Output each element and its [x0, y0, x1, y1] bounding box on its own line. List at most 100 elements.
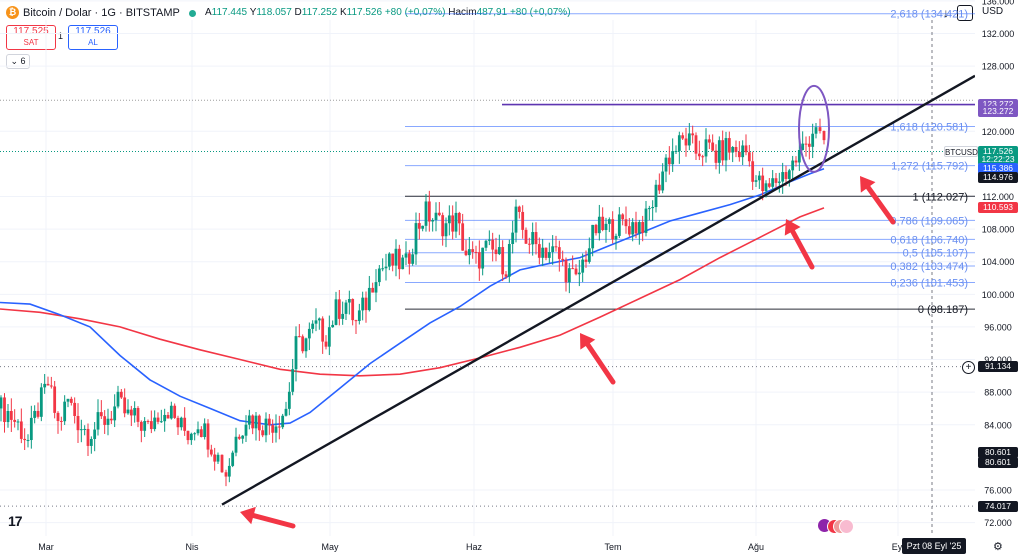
volume-change-value: +80 (+0,07%) — [509, 7, 571, 18]
fib-level-label: 2,618 (134.421) — [890, 9, 968, 21]
market-open-indicator-icon — [189, 10, 196, 17]
candle-body — [411, 254, 415, 264]
buy-button[interactable]: 117.526 AL — [68, 25, 118, 50]
candle-body — [437, 212, 441, 216]
annotations[interactable] — [221, 74, 976, 529]
candle-body — [707, 139, 711, 143]
candle-body — [407, 253, 411, 264]
candle-body — [644, 208, 648, 233]
candle-body — [301, 336, 305, 352]
candle-body — [621, 214, 625, 220]
candle-body — [757, 175, 761, 181]
ticker-price-label: BTCUSD — [944, 145, 978, 157]
candle-body — [327, 327, 331, 347]
price-tick-label: 96.000 — [984, 322, 1012, 332]
candle-body — [371, 287, 375, 293]
candle-body — [747, 152, 751, 162]
time-tick-label: May — [321, 542, 339, 552]
candle-body — [183, 417, 187, 431]
indicators-toggle[interactable]: ⌄ 6 — [6, 54, 30, 69]
candle-body — [56, 412, 60, 421]
time-axis[interactable]: Mar Nis May Haz Tem Ağu Eyl — [38, 542, 904, 552]
candle-body — [337, 299, 341, 319]
candle-body — [811, 133, 815, 147]
candle-body — [304, 338, 308, 352]
price-tick-label: 100.000 — [982, 290, 1015, 300]
candle-body — [364, 297, 368, 311]
close-value: 117.526 — [346, 7, 383, 18]
symbol-title[interactable]: Bitcoin / Dolar · 1G · BITSTAMP — [23, 7, 180, 19]
candle-body — [544, 247, 548, 258]
sma-fast-line — [0, 168, 825, 426]
open-label: A — [205, 7, 212, 18]
candle-body — [264, 418, 268, 436]
candle-body — [457, 212, 461, 224]
sma-slow-line — [0, 207, 825, 377]
buy-label: AL — [88, 38, 98, 47]
candle-body — [721, 140, 725, 161]
candle-body — [274, 426, 278, 433]
candle-body — [581, 259, 585, 273]
candle-body — [93, 429, 97, 440]
candle-body — [587, 248, 591, 262]
price-axis-badge: 80.601 — [978, 456, 1018, 468]
candle-body — [637, 222, 641, 234]
price-axis-badge: 115.386 — [978, 163, 1018, 175]
candle-body — [511, 232, 515, 245]
candle-body — [607, 219, 611, 224]
low-label: D — [294, 7, 302, 18]
candle-body — [614, 235, 618, 240]
candle-body — [237, 436, 241, 439]
candle-body — [109, 418, 113, 421]
candle-body — [231, 452, 235, 466]
candle-body — [391, 253, 395, 266]
candle-body — [497, 247, 501, 255]
candle-body — [79, 429, 83, 431]
sell-button[interactable]: 117.525 SAT — [6, 25, 56, 50]
candle-body — [23, 438, 27, 441]
time-tick-label: Ağu — [748, 542, 764, 552]
candle-body — [681, 135, 685, 139]
fibonacci-retracement[interactable]: 2,618 (134.421) 1,618 (120.581) 1,272 (115… — [405, 9, 975, 316]
candle-body — [524, 229, 528, 244]
candle-body — [481, 247, 485, 269]
candle-body — [794, 160, 798, 163]
candle-body — [517, 206, 521, 212]
candle-body — [156, 417, 160, 422]
plus-circle-icon[interactable]: + — [962, 360, 975, 374]
gear-icon[interactable]: ⚙ — [993, 541, 1003, 553]
candle-body — [49, 385, 53, 387]
candle-body — [791, 160, 795, 171]
candle-body — [577, 272, 581, 275]
candle-body — [257, 415, 261, 431]
candle-body — [677, 135, 681, 151]
candle-body — [76, 415, 80, 431]
candle-body — [176, 417, 180, 428]
candle-body — [711, 142, 715, 151]
candle-body — [504, 274, 508, 277]
candle-body — [314, 320, 318, 324]
candle-body — [444, 223, 448, 237]
open-value: 117.445 — [211, 7, 248, 18]
candle-body — [501, 247, 505, 275]
screenshot-icon[interactable] — [957, 5, 973, 21]
fib-level-label: 0,236 (101.453) — [890, 277, 968, 289]
volume-value: 487,91 — [476, 7, 508, 18]
download-icon[interactable]: ↓ — [943, 6, 949, 20]
candle-body — [254, 415, 258, 429]
candle-body — [641, 222, 645, 233]
candle-body — [541, 247, 545, 258]
tradingview-logo[interactable]: 17 — [8, 513, 23, 529]
candle-body — [53, 386, 57, 413]
candle-body — [734, 147, 738, 152]
price-tick-label: 112.000 — [982, 192, 1014, 202]
currency-selector[interactable]: USD — [982, 6, 1004, 17]
candle-body — [169, 405, 173, 419]
candle-body — [149, 421, 153, 430]
us-flag-icon-3[interactable] — [839, 519, 854, 534]
candle-body — [234, 436, 238, 453]
price-axis-badge: 80.601 — [978, 446, 1018, 458]
candle-body — [491, 239, 495, 250]
candle-body — [189, 433, 193, 441]
